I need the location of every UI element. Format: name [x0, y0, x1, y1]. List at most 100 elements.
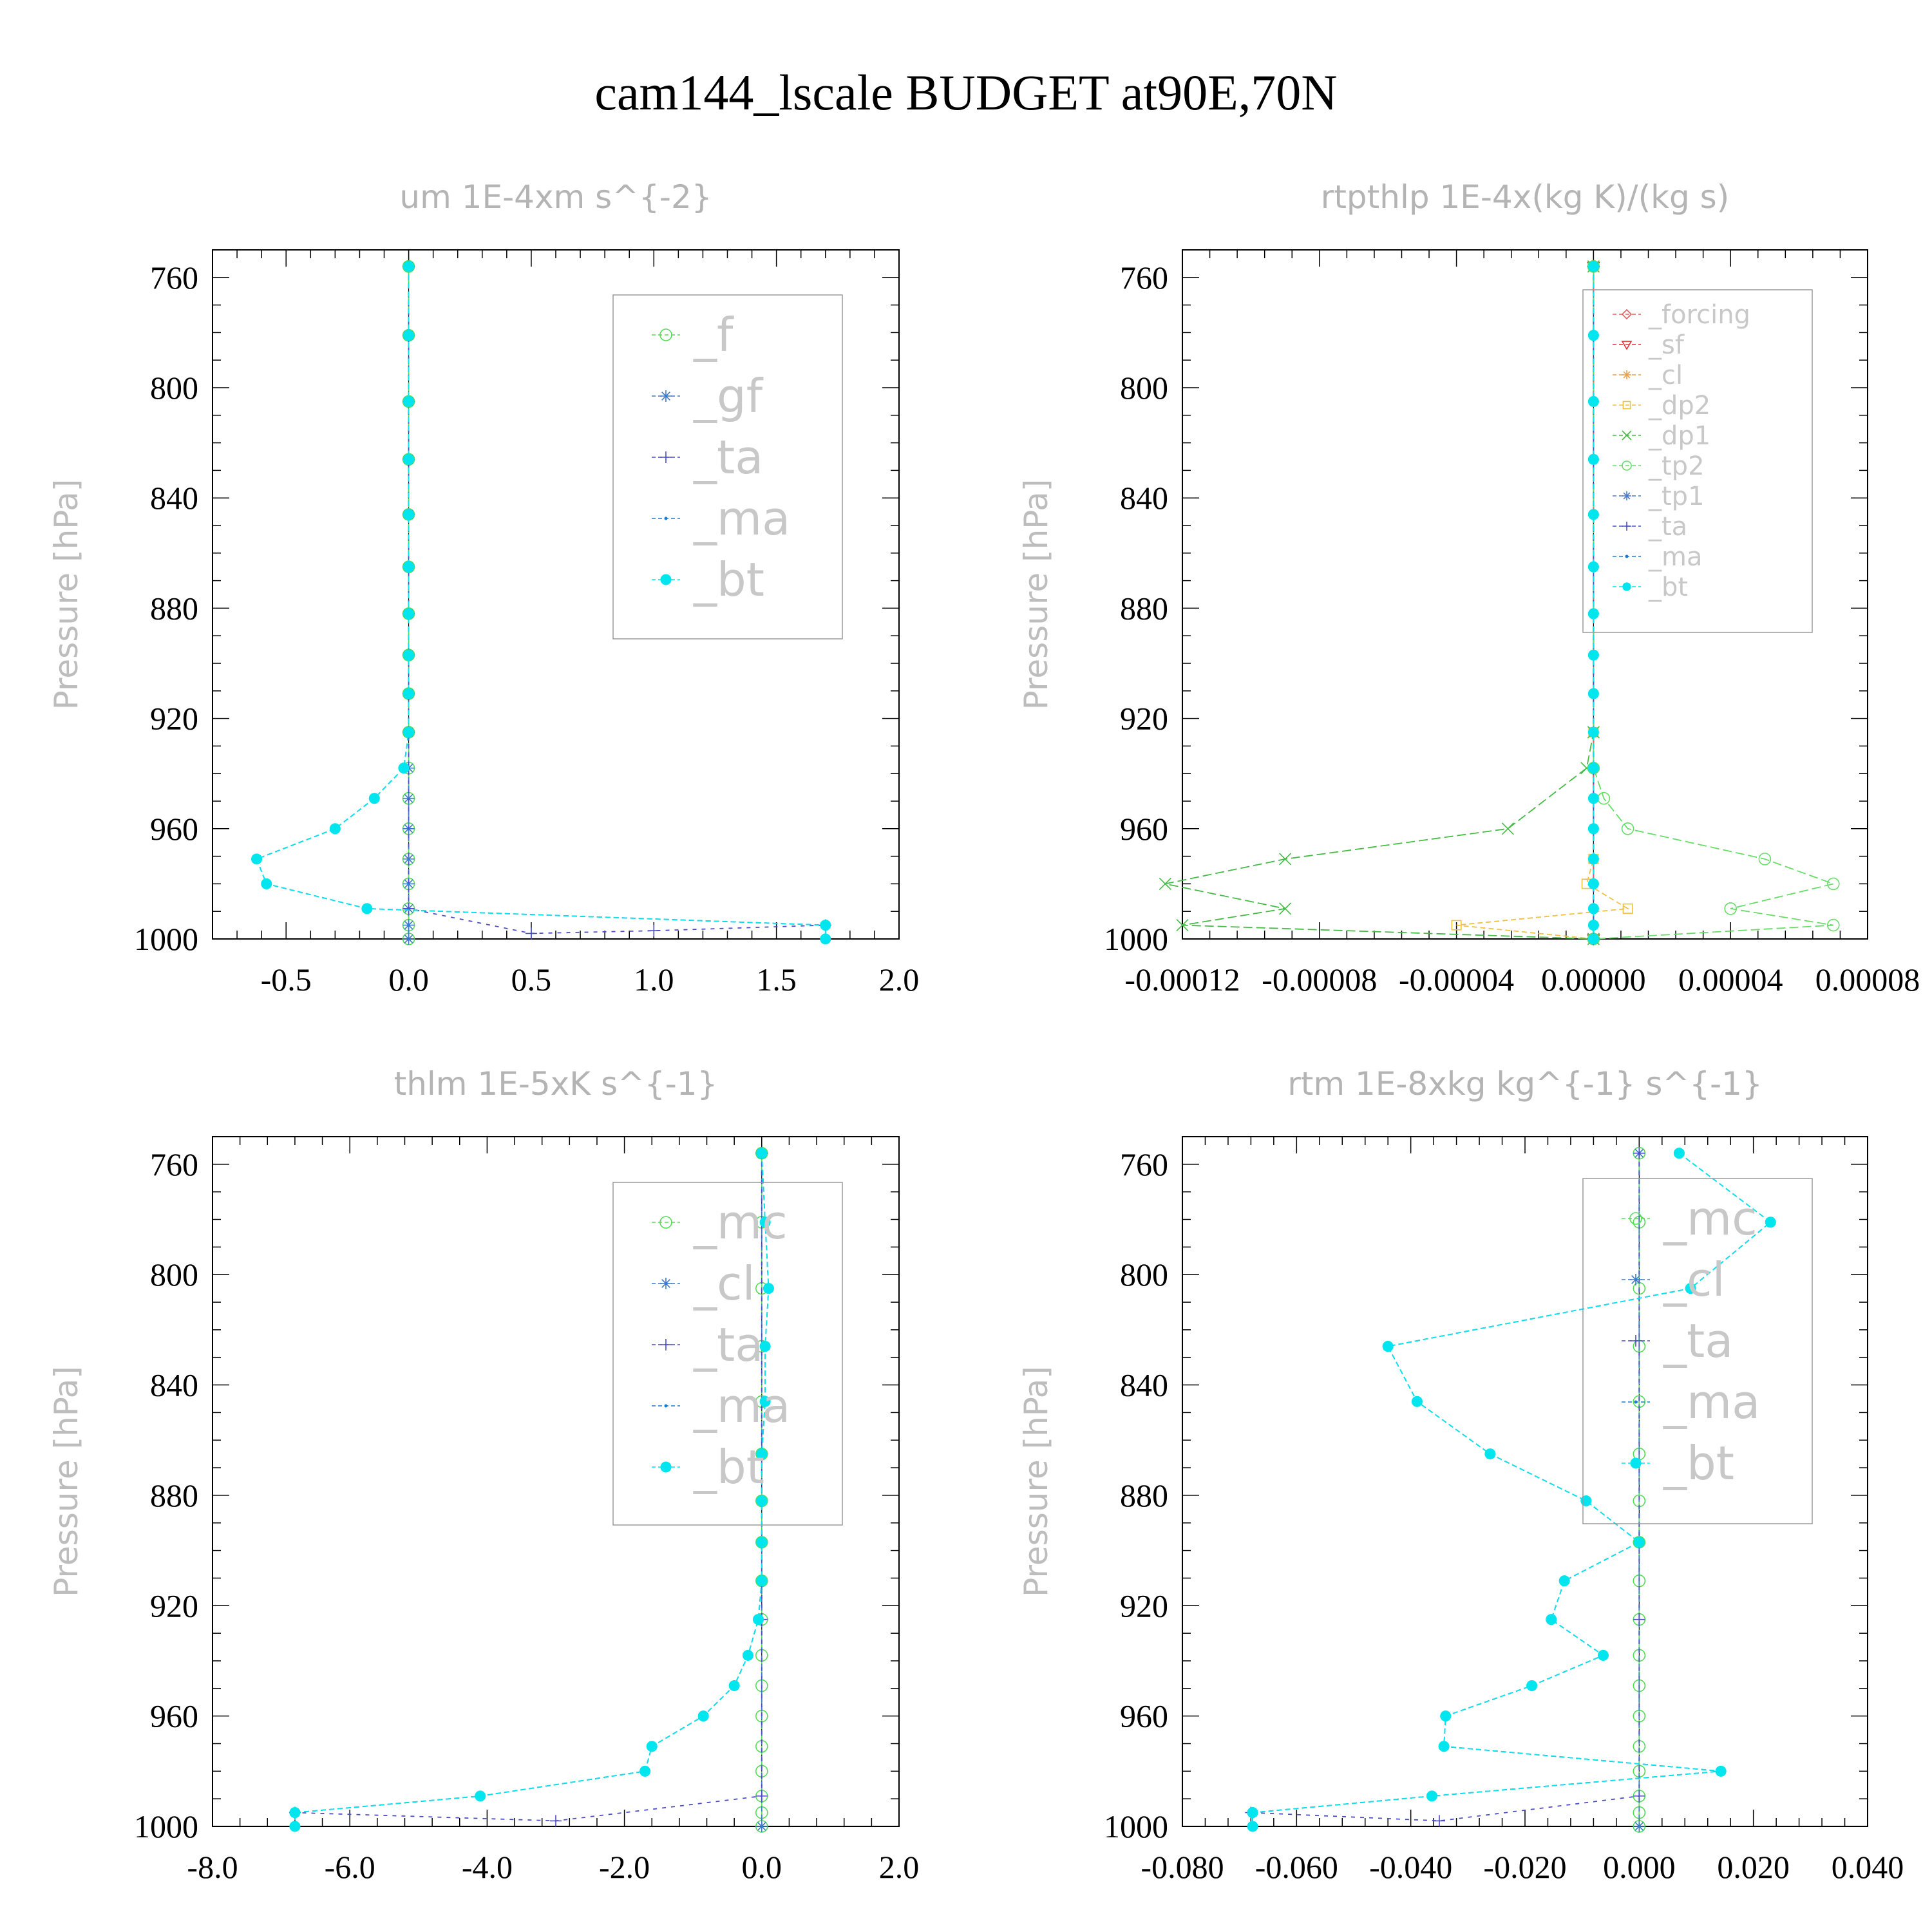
data-point [1633, 1147, 1645, 1159]
y-tick-label: 800 [150, 1256, 198, 1293]
legend-item: _ma [652, 1379, 790, 1433]
legend-label: _tp2 [1648, 451, 1705, 481]
legend: _mc _cl _ta _ma _bt [1582, 1178, 1813, 1524]
data-point [756, 1495, 768, 1507]
data-point [1587, 453, 1599, 465]
ticks [1182, 1137, 1868, 1827]
data-point [1438, 1741, 1450, 1752]
data-point [1587, 261, 1599, 272]
data-point [752, 1614, 764, 1625]
series-line [294, 1153, 770, 1826]
data-point [1765, 1217, 1776, 1228]
series-line [256, 266, 826, 939]
data-point [1633, 1790, 1645, 1802]
legend-item: _bt [1622, 1436, 1734, 1490]
data-point [759, 1217, 771, 1228]
x-tick-label: 0.00000 [1541, 961, 1646, 998]
legend-label: _ma [1663, 1375, 1760, 1429]
data-point [1827, 877, 1840, 891]
data-point [1633, 1821, 1645, 1832]
panel-title: rtm 1E-8xkg kg^{-1} s^{-1} [1287, 1065, 1763, 1103]
legend-item: _forcing [1613, 300, 1750, 330]
legend-label: _ma [693, 1379, 790, 1433]
legend-label: _bt [1648, 573, 1688, 602]
legend-label: _bt [693, 1440, 764, 1494]
y-tick-label: 800 [1120, 370, 1168, 406]
panel-title: um 1E-4xm s^{-2} [399, 178, 712, 216]
x-tick-label: 0.00004 [1678, 961, 1783, 998]
legend-label: _mc [1663, 1191, 1757, 1245]
legend-item: _cl [652, 1256, 755, 1311]
legend-label: _gf [693, 369, 764, 423]
x-tick-label: 2.0 [879, 1849, 920, 1885]
data-point [1597, 1649, 1609, 1661]
legend-item: _bt [652, 553, 764, 607]
legend-label: _forcing [1648, 300, 1750, 330]
data-point [329, 823, 341, 835]
data-point [1411, 1396, 1423, 1407]
series-tp2 [1587, 260, 1840, 945]
legend-item: _tp1 [1613, 482, 1705, 511]
data-point [289, 1807, 301, 1819]
y-tick-label: 800 [1120, 1256, 1168, 1293]
data-point [1673, 1148, 1685, 1159]
data-point [1587, 688, 1599, 699]
data-point [403, 688, 415, 699]
data-point [1724, 902, 1737, 915]
data-point [1621, 822, 1634, 835]
data-point [1247, 1807, 1258, 1819]
data-point [1382, 1341, 1394, 1352]
legend-item: _sf [1613, 330, 1685, 360]
legend-item: _ta [1622, 1314, 1733, 1368]
data-point [1587, 878, 1599, 889]
legend-item: _tp2 [1613, 451, 1705, 481]
legend-label: _f [693, 308, 734, 362]
data-point [1587, 823, 1599, 835]
data-point [525, 927, 537, 940]
legend-label: _ma [1648, 542, 1702, 572]
x-tick-label: 0.040 [1832, 1849, 1904, 1885]
ticks [212, 250, 900, 940]
legend-item: _gf [652, 369, 764, 423]
y-tick-label: 960 [150, 1698, 198, 1734]
y-axis-label: Pressure [hPa] [1018, 1366, 1055, 1597]
data-point [648, 925, 660, 937]
x-tick-label: -0.00012 [1124, 961, 1240, 998]
legend-label: _tp1 [1648, 482, 1705, 511]
series-dp1 [1159, 260, 1600, 945]
legend-label: _dp2 [1648, 391, 1710, 421]
legend: _mc _cl _ta _ma _bt [612, 1182, 843, 1526]
y-tick-label: 840 [150, 480, 198, 516]
data-point [402, 902, 415, 914]
series-line [1456, 266, 1630, 940]
x-tick-label: 0.020 [1717, 1849, 1790, 1885]
data-point [1501, 822, 1514, 835]
data-point [762, 1283, 775, 1294]
data-point [403, 330, 415, 341]
data-point [403, 726, 415, 738]
data-point [1587, 920, 1599, 931]
legend-item: _ma [652, 491, 790, 545]
x-tick-label: 0.0 [388, 961, 429, 998]
series-bt [289, 1148, 775, 1832]
x-tick-label: -6.0 [325, 1849, 375, 1885]
data-point [403, 649, 415, 661]
data-point [759, 1341, 771, 1352]
data-point [1580, 1495, 1592, 1507]
series-line [1165, 266, 1595, 940]
y-tick-label: 880 [1120, 590, 1168, 626]
data-point [1587, 330, 1599, 341]
legend-label: _sf [1648, 330, 1685, 360]
y-tick-label: 1000 [1104, 1808, 1168, 1844]
data-point [1827, 918, 1840, 932]
x-tick-label: 1.5 [756, 961, 797, 998]
ticks [1182, 250, 1868, 940]
panel-1: um 1E-4xm s^{-2} Pressure [hPa] 760 800 840 8… [48, 178, 919, 998]
data-point [1587, 608, 1599, 620]
data-point [261, 878, 272, 889]
x-tick-label: -0.5 [261, 961, 312, 998]
data-point [402, 919, 415, 931]
y-tick-label: 840 [1120, 1367, 1168, 1403]
figure-title: cam144_lscale BUDGET at90E,70N [594, 64, 1337, 120]
